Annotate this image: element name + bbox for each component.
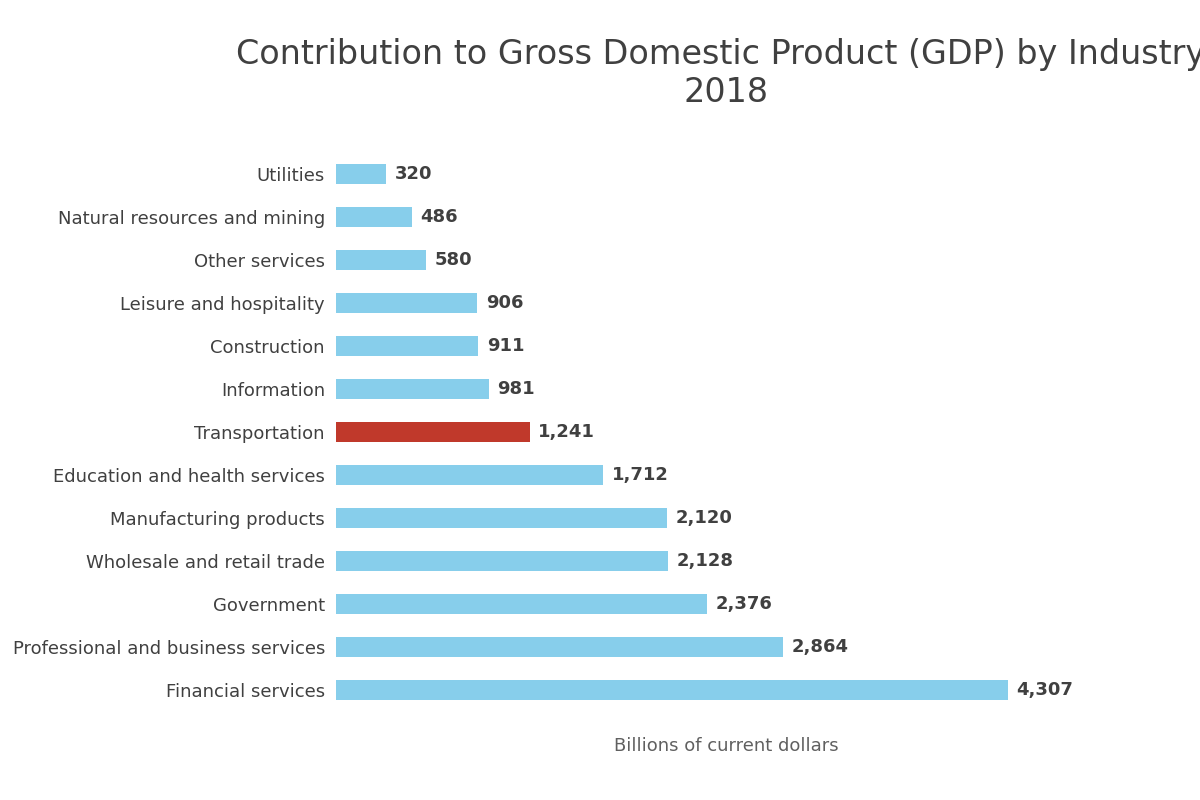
Bar [336, 680, 1008, 699]
Bar [336, 207, 412, 226]
Text: 981: 981 [498, 380, 535, 398]
Bar [336, 422, 529, 442]
Bar [336, 594, 707, 614]
Bar [336, 638, 782, 657]
Text: 911: 911 [487, 337, 524, 355]
Bar [336, 551, 668, 570]
Bar [336, 294, 478, 313]
Bar [336, 165, 386, 184]
Text: 2,120: 2,120 [676, 509, 732, 527]
Title: Contribution to Gross Domestic Product (GDP) by Industry,
2018: Contribution to Gross Domestic Product (… [236, 38, 1200, 110]
Text: 4,307: 4,307 [1016, 681, 1073, 699]
Text: 486: 486 [420, 208, 458, 226]
Text: 2,864: 2,864 [791, 638, 848, 656]
Bar [336, 336, 478, 356]
Bar [336, 250, 426, 270]
X-axis label: Billions of current dollars: Billions of current dollars [613, 737, 839, 754]
Text: 2,376: 2,376 [715, 595, 772, 613]
Text: 580: 580 [436, 251, 473, 269]
Bar [336, 379, 490, 398]
Bar [336, 508, 667, 528]
Text: 1,241: 1,241 [538, 423, 595, 441]
Text: 2,128: 2,128 [677, 552, 733, 570]
Text: 320: 320 [395, 165, 432, 183]
Bar [336, 466, 604, 485]
Text: 1,712: 1,712 [612, 466, 668, 484]
Text: 906: 906 [486, 294, 523, 312]
